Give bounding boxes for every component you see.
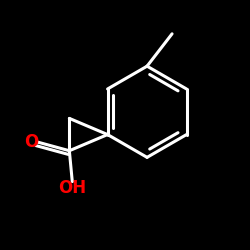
Text: O: O [24,133,39,151]
Text: OH: OH [58,179,86,197]
